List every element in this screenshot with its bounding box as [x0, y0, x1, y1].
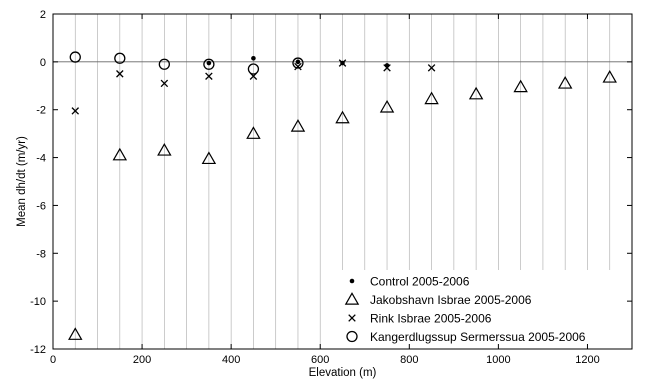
data-point-cross: [205, 72, 213, 80]
x-tick-label: 0: [50, 354, 56, 366]
legend-marker-cross: [348, 314, 356, 322]
legend-marker-triangle: [344, 292, 360, 305]
legend-marker-circle: [346, 330, 358, 343]
x-tick-label: 800: [400, 354, 418, 366]
data-point-triangle: [335, 110, 350, 124]
y-tick-label: -8: [36, 248, 46, 260]
legend-entry-label: Jakobshavn Isbrae 2005-2006: [370, 293, 532, 307]
y-tick-label: -10: [30, 296, 46, 308]
legend-entry-label: Rink Isbrae 2005-2006: [370, 312, 492, 326]
data-point-triangle: [201, 151, 217, 165]
data-point-cross: [383, 64, 391, 72]
x-tick-label: 1200: [575, 354, 599, 366]
legend-marker-dot: [349, 278, 355, 284]
cross-stroke: [160, 79, 169, 88]
data-point-cross: [427, 64, 436, 72]
x-tick-label: 600: [311, 354, 329, 366]
legend-entry-label: Kangerdlugssup Sermerssua 2005-2006: [370, 330, 586, 344]
data-point-dot: [251, 55, 256, 61]
x-tick-label: 400: [222, 354, 240, 366]
data-point-cross: [338, 59, 347, 67]
data-point-circle: [158, 58, 170, 70]
data-point-cross: [160, 79, 169, 88]
cross-stroke: [348, 314, 356, 322]
y-tick-label: -6: [36, 200, 46, 212]
data-point-triangle: [112, 147, 128, 161]
cross-stroke: [205, 72, 213, 80]
legend: Control 2005-2006 Jakobshavn Isbrae 2005-…: [344, 275, 586, 344]
cross-stroke: [427, 64, 436, 72]
cross-stroke: [383, 64, 391, 72]
y-tick-label: -4: [36, 153, 46, 165]
x-tick-label: 200: [133, 354, 151, 366]
y-tick-label: 2: [40, 9, 46, 21]
y-axis-label: Mean dh/dt (m/yr): [16, 136, 28, 227]
data-point-cross: [294, 62, 302, 71]
data-point-triangle: [468, 86, 484, 100]
plot-area-frame: [52, 13, 633, 350]
data-point-triangle: [68, 327, 83, 340]
data-point-dot: [295, 59, 301, 65]
data-point-triangle: [513, 79, 528, 93]
data-points: [68, 51, 617, 340]
data-point-cross: [116, 70, 124, 78]
data-point-circle: [69, 51, 81, 63]
data-point-circle: [247, 63, 260, 75]
data-point-circle: [292, 57, 304, 69]
x-axis-label: Elevation (m): [309, 367, 377, 379]
data-point-circle: [114, 52, 126, 64]
data-point-triangle: [379, 99, 395, 113]
y-tick-label: 0: [40, 57, 46, 69]
cross-stroke: [294, 62, 302, 71]
y-tick-label: -12: [30, 344, 46, 356]
cross-stroke: [116, 70, 124, 78]
cross-stroke: [338, 59, 347, 67]
legend-entry-label: Control 2005-2006: [370, 275, 470, 289]
data-point-cross: [71, 107, 80, 115]
data-point-triangle: [602, 70, 617, 83]
data-point-dot: [206, 60, 212, 66]
data-point-triangle: [424, 91, 439, 105]
grid-lines: [74, 14, 611, 349]
axis-ticks: 0 200 400 600 800 1000 1200 2 0 -2 -4 -6 -8 -10 -12: [30, 9, 632, 366]
data-point-triangle: [557, 75, 573, 89]
data-point-circle: [203, 58, 215, 70]
data-point-triangle: [157, 142, 172, 156]
y-tick-label: -2: [36, 105, 46, 117]
cross-stroke: [71, 107, 80, 115]
data-point-triangle: [246, 126, 261, 139]
data-point-triangle: [290, 119, 306, 132]
x-tick-label: 1000: [486, 354, 510, 366]
